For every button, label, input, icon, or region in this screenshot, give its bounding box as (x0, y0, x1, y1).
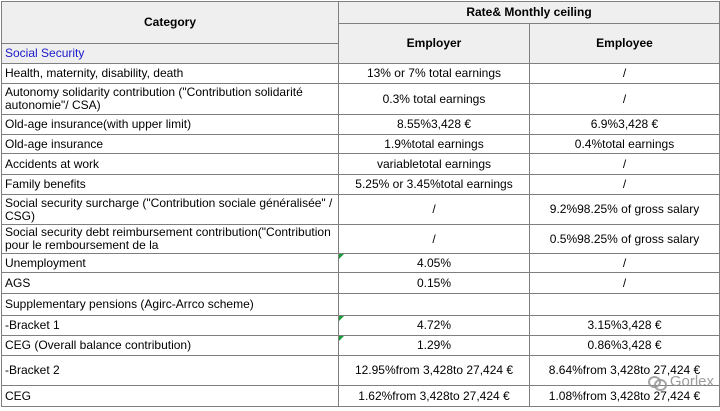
row-employer: / (339, 195, 530, 225)
table-row: Old-age insurance(with upper limit) 8.55… (2, 115, 720, 135)
row-category: Accidents at work (2, 154, 339, 175)
table-row: Unemployment 4.05% / (2, 254, 720, 273)
section-label: Social Security (2, 44, 339, 64)
row-employee: / (530, 84, 720, 115)
row-employer: 4.05% (339, 254, 530, 273)
table-row: Health, maternity, disability, death 13%… (2, 64, 720, 84)
table-row: CEG 1.62%from 3,428to 27,424 € 1.08%from… (2, 386, 720, 407)
row-employee: / (530, 254, 720, 273)
row-employee: 1.08%from 3,428to 27,424 € (530, 386, 720, 407)
table-row: Accidents at work variabletotal earnings… (2, 154, 720, 175)
row-employer: 4.72% (339, 316, 530, 336)
category-header: Category (2, 2, 339, 44)
table-row: Autonomy solidarity contribution ("Contr… (2, 84, 720, 115)
row-employee: 9.2%98.25% of gross salary (530, 195, 720, 225)
row-employer: 5.25% or 3.45%total earnings (339, 175, 530, 195)
row-employer: 0.15% (339, 273, 530, 294)
row-category: CEG (2, 386, 339, 407)
row-employer: 8.55%3,428 € (339, 115, 530, 135)
row-category: Old-age insurance(with upper limit) (2, 115, 339, 135)
row-employer: 12.95%from 3,428to 27,424 € (339, 356, 530, 386)
table-row: Family benefits 5.25% or 3.45%total earn… (2, 175, 720, 195)
table-row: -Bracket 2 12.95%from 3,428to 27,424 € 8… (2, 356, 720, 386)
row-employee: 8.64%from 3,428to 27,424 € (530, 356, 720, 386)
row-category: Health, maternity, disability, death (2, 64, 339, 84)
row-employee: 6.9%3,428 € (530, 115, 720, 135)
table-row: CEG (Overall balance contribution) 1.29%… (2, 336, 720, 356)
employer-header: Employer (339, 24, 530, 64)
row-employer: 1.62%from 3,428to 27,424 € (339, 386, 530, 407)
table-row: AGS 0.15% / (2, 273, 720, 294)
row-category: Family benefits (2, 175, 339, 195)
row-employer: 0.3% total earnings (339, 84, 530, 115)
row-employee: / (530, 154, 720, 175)
table-row: -Bracket 1 4.72% 3.15%3,428 € (2, 316, 720, 336)
row-employee: 3.15%3,428 € (530, 316, 720, 336)
table-row: Social security surcharge ("Contribution… (2, 195, 720, 225)
row-category: Supplementary pensions (Agirc-Arrco sche… (2, 294, 339, 316)
row-employer: 1.29% (339, 336, 530, 356)
employee-header: Employee (530, 24, 720, 64)
row-employee: 0.86%3,428 € (530, 336, 720, 356)
row-employer: 13% or 7% total earnings (339, 64, 530, 84)
header-row-top: Category Rate& Monthly ceiling (2, 2, 720, 24)
row-employee: / (530, 175, 720, 195)
row-employee: 0.5%98.25% of gross salary (530, 225, 720, 254)
row-category: Old-age insurance (2, 135, 339, 154)
row-category: CEG (Overall balance contribution) (2, 336, 339, 356)
row-category: Autonomy solidarity contribution ("Contr… (2, 84, 339, 115)
row-employer: variabletotal earnings (339, 154, 530, 175)
row-category: -Bracket 2 (2, 356, 339, 386)
rate-ceiling-header: Rate& Monthly ceiling (339, 2, 720, 24)
table-row: Old-age insurance 1.9%total earnings 0.4… (2, 135, 720, 154)
row-employee (530, 294, 720, 316)
row-employee: / (530, 273, 720, 294)
row-employee: / (530, 64, 720, 84)
row-employer: / (339, 225, 530, 254)
row-employer (339, 294, 530, 316)
table-row: Social security debt reimbursement contr… (2, 225, 720, 254)
row-category: Social security debt reimbursement contr… (2, 225, 339, 254)
row-employee: 0.4%total earnings (530, 135, 720, 154)
row-category: AGS (2, 273, 339, 294)
row-category: -Bracket 1 (2, 316, 339, 336)
row-category: Social security surcharge ("Contribution… (2, 195, 339, 225)
table-row: Supplementary pensions (Agirc-Arrco sche… (2, 294, 720, 316)
row-employer: 1.9%total earnings (339, 135, 530, 154)
row-category: Unemployment (2, 254, 339, 273)
